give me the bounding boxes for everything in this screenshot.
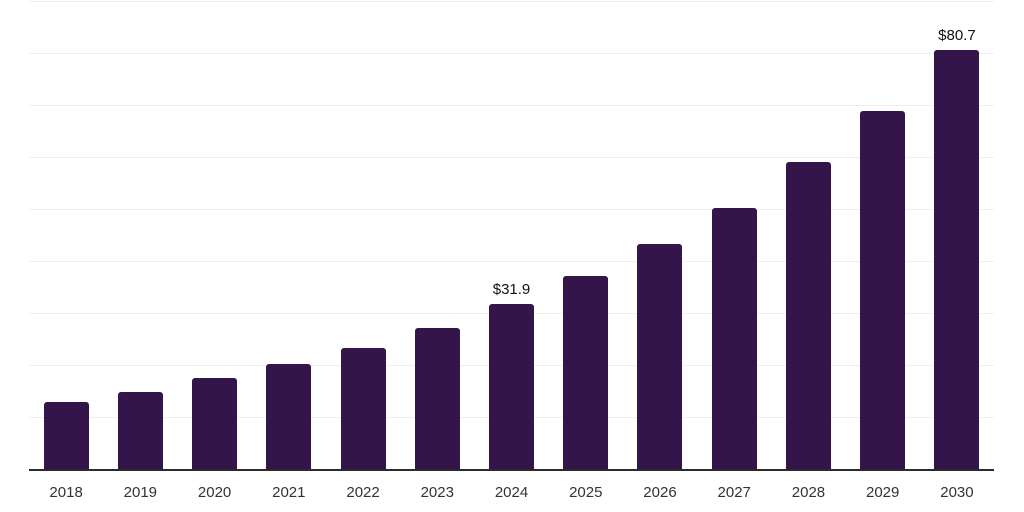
x-axis-label-2029: 2029 — [866, 484, 900, 501]
plot-area: $31.9 $80.7 — [29, 0, 994, 471]
bar-2025 — [563, 275, 609, 470]
bar-slot-2025 — [549, 0, 623, 470]
bar-slot-2021 — [252, 0, 326, 470]
x-axis-label-2022: 2022 — [346, 484, 380, 501]
bar-2030: $80.7 — [934, 28, 980, 470]
bar-2024: $31.9 — [489, 282, 535, 470]
bar-slot-2022 — [326, 0, 400, 470]
bar-slot-2026 — [623, 0, 697, 470]
bar-slot-2023 — [400, 0, 474, 470]
gridline-80 — [29, 52, 994, 54]
bar-2021 — [266, 363, 312, 470]
gridline-50 — [29, 208, 994, 210]
bar-2023 — [414, 327, 460, 470]
x-axis-label-2026: 2026 — [643, 484, 677, 501]
bar-2022 — [340, 348, 386, 470]
bar-2018 — [43, 401, 89, 470]
bar-value-label-2024: $31.9 — [492, 281, 531, 299]
x-axis-label-2021: 2021 — [272, 484, 306, 501]
gridline-60 — [29, 156, 994, 158]
x-axis-label-2019: 2019 — [123, 484, 158, 501]
bar-slot-2019 — [103, 0, 177, 470]
bar-2029 — [860, 110, 906, 470]
bar-2019 — [117, 391, 163, 470]
bar-slot-2027 — [697, 0, 771, 470]
bar-2026 — [637, 244, 683, 470]
x-axis-label-2030: 2030 — [940, 484, 974, 501]
gridline-90 — [29, 0, 994, 2]
bar-value-label-2030: $80.7 — [938, 27, 976, 45]
x-axis-label-2018: 2018 — [49, 484, 83, 501]
gridline-40 — [29, 260, 994, 262]
bar-2028 — [785, 162, 831, 470]
bar-slot-2018 — [29, 0, 103, 470]
bar-slot-2030: $80.7 — [920, 0, 994, 470]
x-axis-label-2025: 2025 — [569, 484, 603, 501]
bar-2027 — [711, 207, 757, 470]
bar-2020 — [192, 378, 238, 470]
x-axis-labels: 2018 2019 2020 2021 2022 2023 2024 2025 2026 2027… — [29, 471, 994, 501]
x-axis-label-2027: 2027 — [717, 484, 751, 501]
bars-container: $31.9 $80.7 — [29, 0, 994, 470]
bar-slot-2028 — [771, 0, 845, 470]
bar-slot-2029 — [846, 0, 920, 470]
x-axis-line — [29, 469, 994, 471]
x-axis-label-2024: 2024 — [494, 484, 529, 501]
x-axis-label-2028: 2028 — [791, 484, 826, 501]
x-axis-label-2023: 2023 — [420, 484, 454, 501]
bar-slot-2020 — [177, 0, 251, 470]
gridline-70 — [29, 104, 994, 106]
bar-slot-2024: $31.9 — [474, 0, 548, 470]
x-axis-label-2020: 2020 — [197, 484, 232, 501]
